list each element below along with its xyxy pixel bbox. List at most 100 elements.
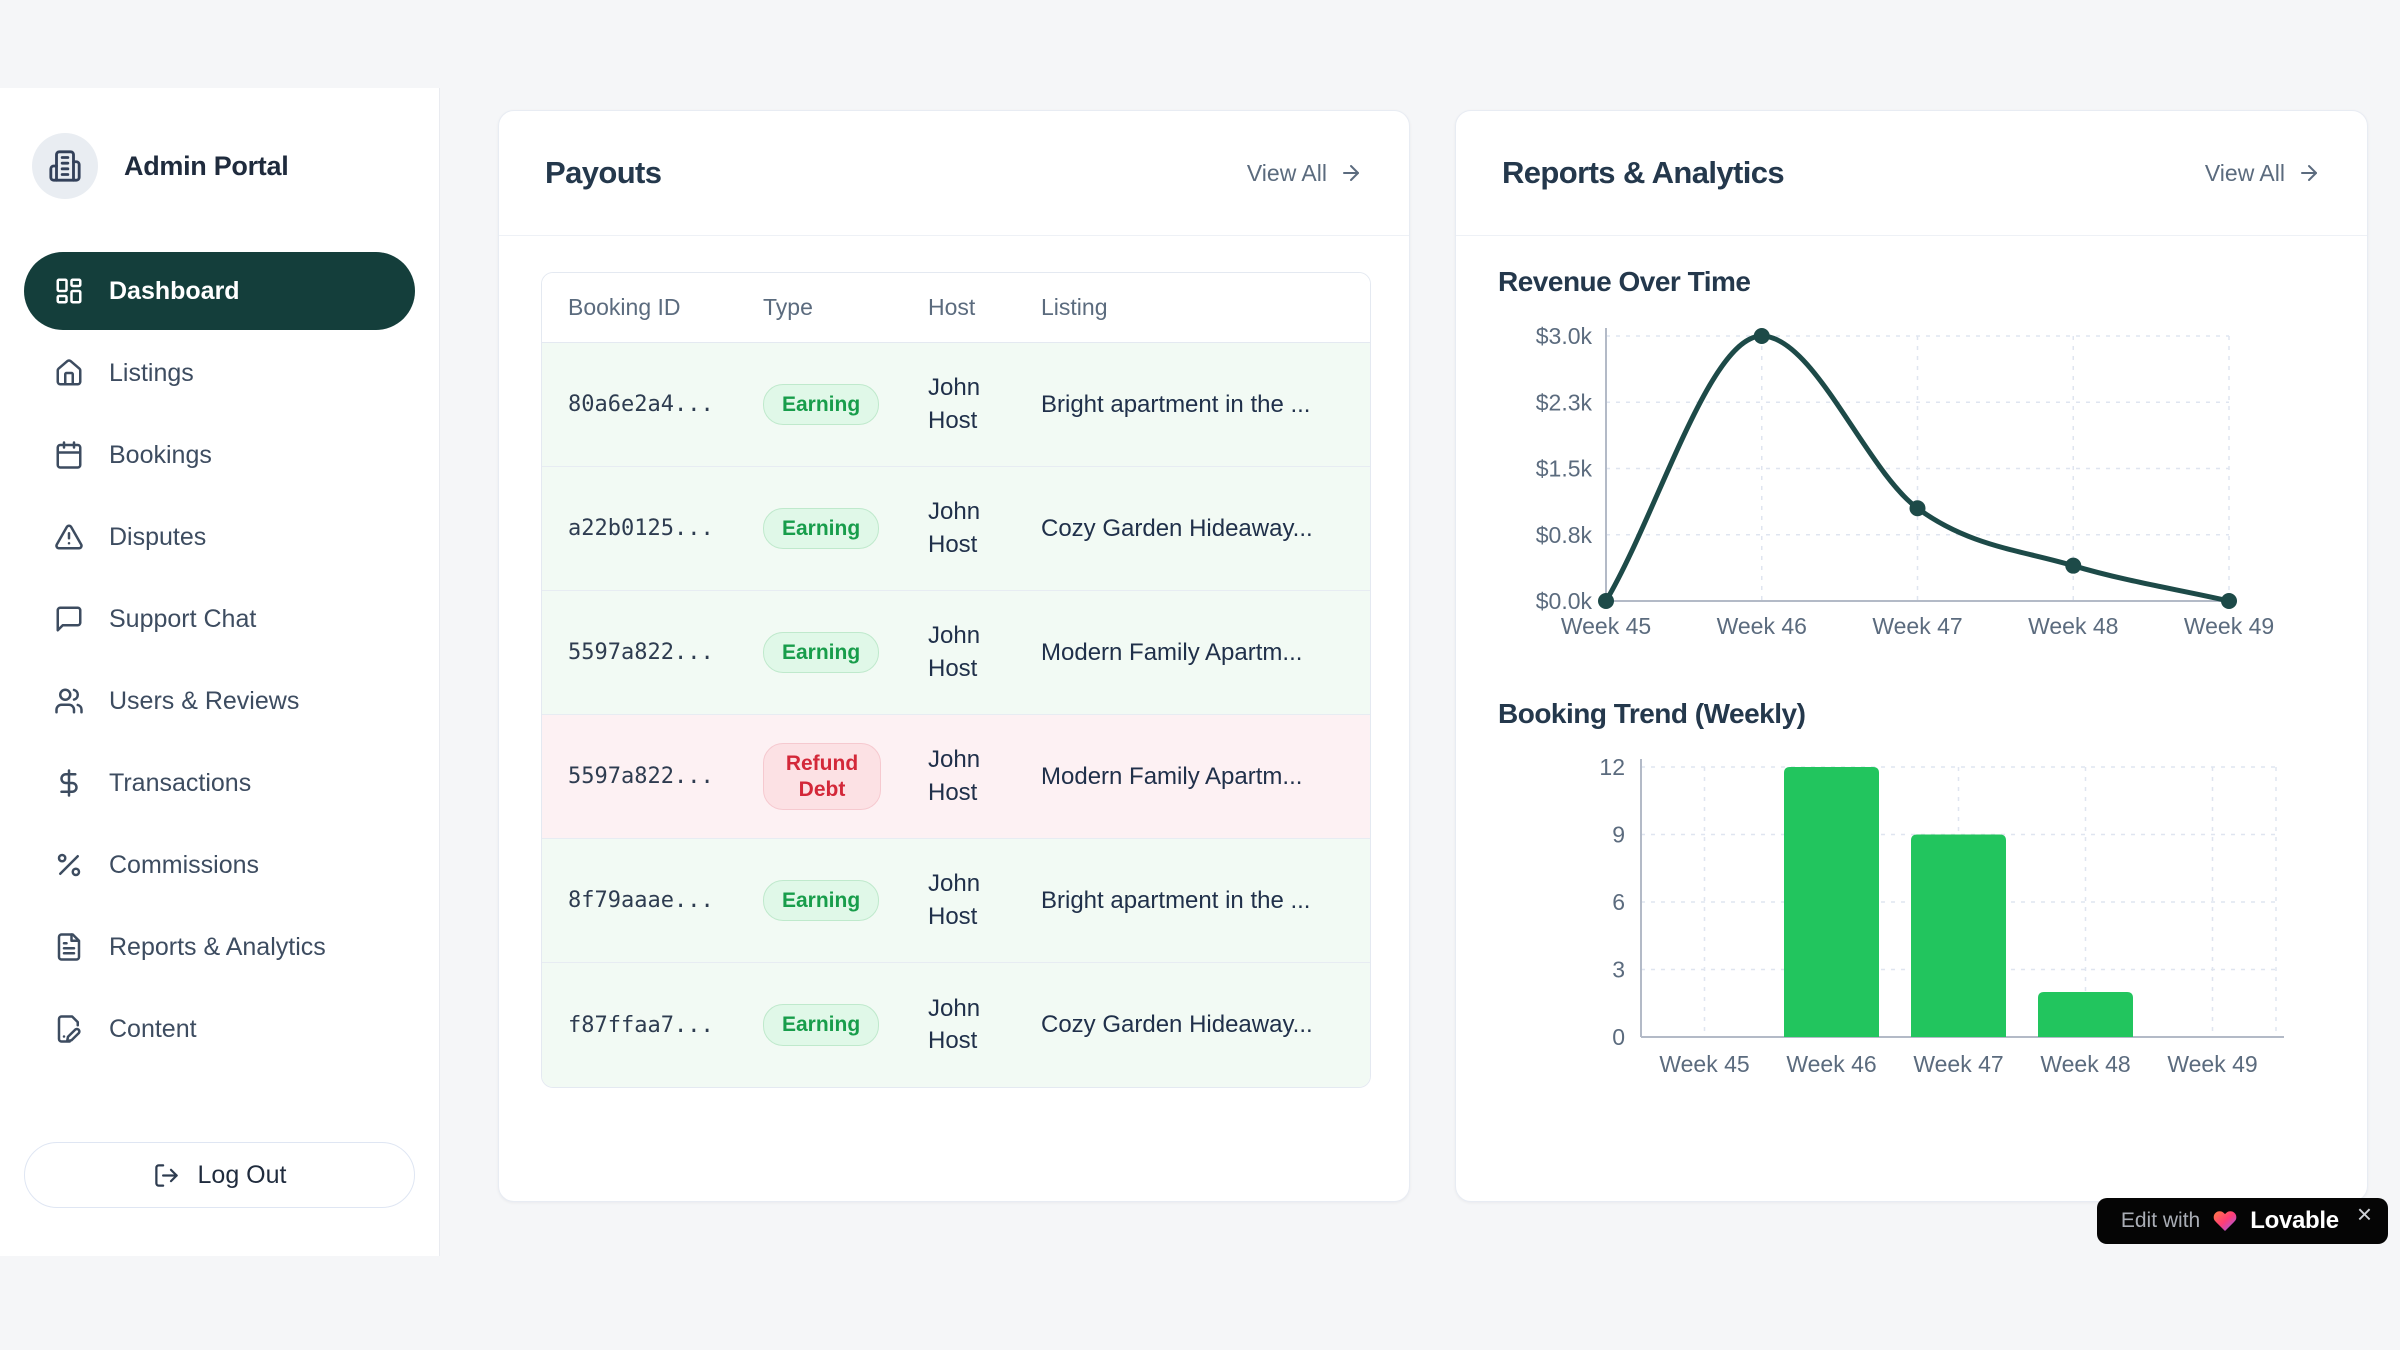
svg-text:$0.0k: $0.0k bbox=[1536, 588, 1593, 614]
lovable-badge[interactable]: Edit with Lovable × bbox=[2096, 1198, 2388, 1244]
type-badge: Earning bbox=[763, 507, 880, 550]
svg-text:9: 9 bbox=[1612, 822, 1625, 848]
svg-text:Week 47: Week 47 bbox=[1872, 613, 1962, 639]
listing-cell: Cozy Garden Hideaway... bbox=[1041, 1011, 1313, 1038]
sidebar-item-listings[interactable]: Listings bbox=[24, 334, 415, 412]
sidebar-item-content[interactable]: Content bbox=[24, 990, 415, 1068]
booking-id-cell: 80a6e2a4... bbox=[568, 392, 714, 417]
view-all-label: View All bbox=[1246, 159, 1327, 186]
sidebar-item-label: Bookings bbox=[109, 440, 212, 469]
host-cell: John Host bbox=[928, 994, 981, 1054]
reports-view-all-link[interactable]: View All bbox=[2205, 160, 2321, 187]
table-row: 8f79aaae... Earning John Host Bright apartm… bbox=[542, 839, 1370, 963]
svg-text:$1.5k: $1.5k bbox=[1536, 456, 1593, 482]
reports-title: Reports & Analytics bbox=[1502, 155, 1785, 190]
sidebar-item-disputes[interactable]: Disputes bbox=[24, 498, 415, 576]
sidebar-item-reports-analytics[interactable]: Reports & Analytics bbox=[24, 908, 415, 986]
sidebar-item-support-chat[interactable]: Support Chat bbox=[24, 580, 415, 658]
listing-cell: Modern Family Apartm... bbox=[1041, 762, 1303, 790]
sidebar-nav: Dashboard Listings Bookings Disputes Support… bbox=[24, 252, 415, 1072]
column-header-listing: Listing bbox=[1041, 294, 1108, 320]
svg-text:Week 48: Week 48 bbox=[2040, 1051, 2130, 1077]
view-all-label: View All bbox=[2204, 159, 2285, 186]
table-row: 5597a822... Refund Debt John Host Modern Fa… bbox=[542, 715, 1370, 839]
payouts-view-all-link[interactable]: View All bbox=[1247, 160, 1363, 187]
sidebar-item-dashboard[interactable]: Dashboard bbox=[24, 252, 415, 330]
svg-text:Week 45: Week 45 bbox=[1561, 613, 1651, 639]
listing-cell: Bright apartment in the ... bbox=[1041, 390, 1311, 418]
type-badge: Refund Debt bbox=[763, 743, 881, 810]
sidebar: Admin Portal Dashboard Listings Bookings Di… bbox=[0, 88, 440, 1256]
svg-text:Week 45: Week 45 bbox=[1659, 1051, 1749, 1077]
logout-label: Log Out bbox=[197, 1160, 287, 1189]
lovable-prefix: Edit with bbox=[2120, 1209, 2201, 1232]
file-text-icon bbox=[57, 933, 81, 961]
reports-card: Reports & Analytics View All Revenue Ove… bbox=[1455, 110, 2368, 1202]
brand-logo bbox=[32, 133, 98, 199]
booking-chart-title: Booking Trend (Weekly) bbox=[1498, 698, 1806, 729]
dashboard-icon bbox=[56, 278, 82, 304]
sidebar-item-label: Disputes bbox=[109, 522, 207, 551]
type-cell: Earning bbox=[763, 631, 928, 674]
table-row: 80a6e2a4... Earning John Host Bright apartm… bbox=[542, 343, 1370, 467]
type-badge: Earning bbox=[763, 1004, 880, 1046]
type-cell: Earning bbox=[763, 879, 928, 922]
sidebar-item-label: Listings bbox=[109, 358, 194, 387]
svg-text:$0.8k: $0.8k bbox=[1536, 522, 1593, 548]
sidebar-item-bookings[interactable]: Bookings bbox=[24, 416, 415, 494]
payouts-title: Payouts bbox=[545, 155, 662, 190]
sidebar-item-transactions[interactable]: Transactions bbox=[24, 744, 415, 822]
heart-icon bbox=[2213, 1211, 2237, 1231]
svg-text:Week 49: Week 49 bbox=[2167, 1051, 2257, 1077]
svg-text:$3.0k: $3.0k bbox=[1536, 323, 1593, 349]
table-row: f87ffaa7... Earning John Host Cozy Garden H… bbox=[542, 963, 1370, 1087]
alert-triangle-icon bbox=[55, 524, 83, 550]
svg-text:6: 6 bbox=[1612, 889, 1625, 915]
booking-id-cell: 5597a822... bbox=[568, 764, 714, 789]
type-cell: Earning bbox=[763, 383, 928, 426]
arrow-right-icon bbox=[1343, 165, 1359, 181]
brand: Admin Portal bbox=[24, 133, 415, 199]
payouts-header: Payouts View All bbox=[499, 111, 1409, 236]
logout-button[interactable]: Log Out bbox=[24, 1142, 415, 1208]
svg-text:Week 46: Week 46 bbox=[1786, 1051, 1876, 1077]
reports-header: Reports & Analytics View All bbox=[1456, 111, 2367, 236]
svg-text:Week 49: Week 49 bbox=[2184, 613, 2274, 639]
table-row: a22b0125... Earning John Host Cozy Garden H… bbox=[542, 467, 1370, 591]
sidebar-item-label: Transactions bbox=[109, 768, 252, 797]
file-pen-icon bbox=[57, 1015, 81, 1043]
svg-text:Week 48: Week 48 bbox=[2028, 613, 2118, 639]
svg-text:Week 46: Week 46 bbox=[1717, 613, 1807, 639]
app-title: Admin Portal bbox=[124, 150, 289, 181]
type-badge: Earning bbox=[763, 383, 880, 426]
logout-wrap: Log Out bbox=[24, 1142, 415, 1208]
host-cell: John Host bbox=[928, 622, 981, 682]
host-cell: John Host bbox=[928, 374, 981, 434]
booking-id-cell: 8f79aaae... bbox=[568, 888, 714, 913]
lovable-close-button[interactable]: × bbox=[2356, 1199, 2372, 1229]
sidebar-item-label: Commissions bbox=[109, 850, 260, 879]
svg-text:$2.3k: $2.3k bbox=[1536, 389, 1593, 415]
host-cell: John Host bbox=[928, 746, 981, 806]
sidebar-item-label: Content bbox=[109, 1014, 197, 1043]
listing-cell: Bright apartment in the ... bbox=[1041, 886, 1311, 914]
sidebar-item-commissions[interactable]: Commissions bbox=[24, 826, 415, 904]
type-cell: Earning bbox=[763, 507, 928, 550]
svg-text:12: 12 bbox=[1599, 754, 1625, 780]
lovable-brand: Lovable bbox=[2250, 1207, 2339, 1234]
column-header-booking-id: Booking ID bbox=[568, 294, 681, 320]
revenue-line-chart: $0.0k $0.8k $1.5k $2.3k $3.0k Week 45 Week 46 W… bbox=[1536, 323, 2274, 639]
users-icon bbox=[55, 688, 83, 714]
arrow-right-icon bbox=[2301, 165, 2317, 181]
payouts-table-body: 80a6e2a4... Earning John Host Bright apartm… bbox=[542, 343, 1370, 1087]
sidebar-item-label: Support Chat bbox=[109, 604, 257, 633]
svg-text:0: 0 bbox=[1612, 1024, 1625, 1050]
chat-bubble-icon bbox=[56, 606, 82, 632]
column-header-host: Host bbox=[928, 294, 976, 320]
sidebar-item-users-reviews[interactable]: Users & Reviews bbox=[24, 662, 415, 740]
sidebar-item-label: Users & Reviews bbox=[109, 686, 300, 715]
listing-cell: Cozy Garden Hideaway... bbox=[1041, 514, 1313, 542]
type-badge: Earning bbox=[763, 631, 880, 674]
revenue-chart-title: Revenue Over Time bbox=[1498, 266, 1751, 297]
